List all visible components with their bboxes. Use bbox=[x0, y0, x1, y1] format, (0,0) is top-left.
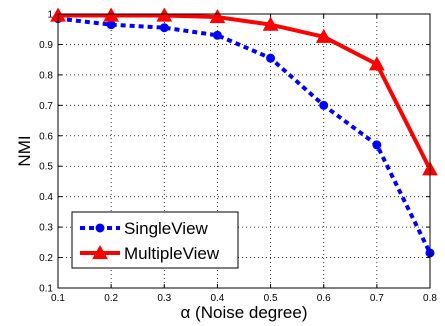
y-tick-label: 1 bbox=[47, 10, 53, 21]
y-tick-label: 0.3 bbox=[39, 223, 53, 234]
x-tick-label: 0.2 bbox=[104, 293, 118, 304]
y-tick-label: 0.1 bbox=[39, 284, 53, 295]
x-tick-label: 0.7 bbox=[370, 293, 384, 304]
data-point bbox=[266, 53, 276, 63]
legend-label: SingleView bbox=[124, 219, 209, 238]
data-point bbox=[159, 23, 169, 33]
y-tick-label: 0.4 bbox=[39, 192, 53, 203]
x-tick-label: 0.1 bbox=[51, 293, 65, 304]
y-tick-label: 0.8 bbox=[39, 70, 53, 81]
data-point bbox=[103, 7, 119, 22]
x-tick-label: 0.4 bbox=[210, 293, 224, 304]
plot-frame bbox=[57, 13, 431, 289]
y-tick-label: 0.6 bbox=[39, 131, 53, 142]
x-tick-label: 0.6 bbox=[317, 293, 331, 304]
data-point bbox=[315, 28, 332, 43]
data-point bbox=[262, 16, 279, 31]
series bbox=[50, 7, 438, 258]
y-tick-label: 0.7 bbox=[39, 101, 53, 112]
y-tick-label: 0.9 bbox=[39, 40, 53, 51]
data-point bbox=[372, 140, 382, 150]
series-line bbox=[58, 13, 432, 171]
legend: SingleView MultipleView bbox=[71, 211, 239, 269]
data-point bbox=[156, 7, 173, 22]
x-tick-label: 0.5 bbox=[264, 293, 278, 304]
data-point bbox=[106, 20, 116, 30]
legend-label: MultipleView bbox=[124, 244, 220, 263]
data-point bbox=[369, 56, 385, 71]
y-axis-label: NMI bbox=[15, 135, 34, 166]
series-line bbox=[57, 16, 432, 254]
legend-entry: MultipleView bbox=[80, 244, 220, 263]
legend-entry: SingleView bbox=[80, 219, 209, 238]
legend-marker bbox=[95, 223, 105, 233]
data-point bbox=[209, 9, 226, 24]
data-point bbox=[212, 30, 222, 40]
x-axis-label: α (Noise degree) bbox=[181, 303, 308, 322]
y-tick-label: 0.5 bbox=[39, 162, 53, 173]
x-tick-label: 0.8 bbox=[423, 293, 437, 304]
legend-marker bbox=[92, 244, 108, 260]
x-tick-label: 0.3 bbox=[157, 293, 171, 304]
y-tick-label: 0.2 bbox=[39, 253, 53, 264]
series-multipleview bbox=[50, 7, 438, 176]
data-point bbox=[319, 100, 329, 110]
